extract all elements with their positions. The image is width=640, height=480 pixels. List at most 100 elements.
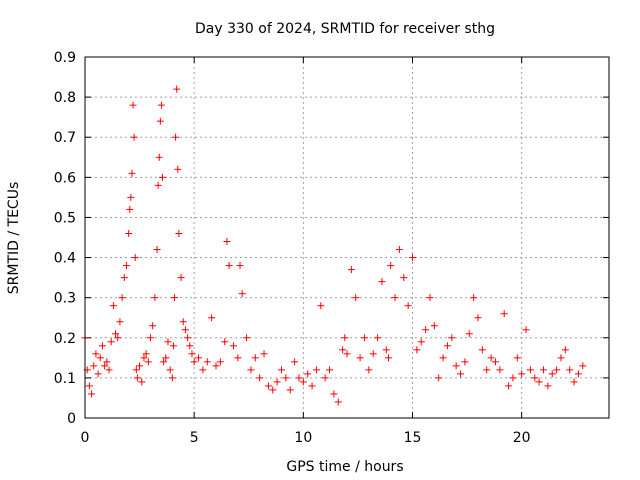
data-point (127, 193, 135, 201)
data-point (264, 382, 272, 390)
y-tick-label: 0.9 (54, 50, 76, 66)
data-point (273, 378, 281, 386)
data-point (216, 358, 224, 366)
data-point (356, 354, 364, 362)
data-point (144, 358, 152, 366)
data-point (269, 386, 277, 394)
data-point (518, 370, 526, 378)
data-point (282, 374, 290, 382)
data-point (166, 366, 174, 374)
data-point (98, 342, 106, 350)
data-point (151, 294, 159, 302)
data-point (360, 334, 368, 342)
data-point (430, 322, 438, 330)
data-point (157, 101, 165, 109)
data-point (317, 302, 325, 310)
data-point (112, 330, 120, 338)
data-point (491, 358, 499, 366)
data-point (212, 362, 220, 370)
data-point (109, 302, 117, 310)
y-tick-label: 0 (67, 411, 76, 427)
x-tick-label: 20 (513, 430, 531, 446)
data-point (114, 334, 122, 342)
data-point (448, 334, 456, 342)
data-point (299, 378, 307, 386)
data-point (308, 382, 316, 390)
data-point (452, 362, 460, 370)
data-point (422, 326, 430, 334)
data-point (128, 169, 136, 177)
data-point (159, 173, 167, 181)
data-point (223, 238, 231, 246)
data-point (326, 366, 334, 374)
data-point (221, 338, 229, 346)
data-point (461, 358, 469, 366)
data-point (131, 254, 139, 262)
data-point (574, 370, 582, 378)
data-point (384, 354, 392, 362)
data-point (174, 165, 182, 173)
data-point (540, 366, 547, 374)
data-point (103, 358, 111, 366)
data-point (378, 278, 386, 286)
data-point (387, 262, 395, 270)
data-point (160, 358, 168, 366)
data-point (247, 366, 255, 374)
data-point (286, 386, 294, 394)
data-point (334, 398, 342, 406)
data-point (330, 390, 338, 398)
x-tick-label: 15 (404, 430, 422, 446)
data-point (173, 85, 181, 93)
y-tick-label: 0.3 (54, 291, 76, 307)
data-points (81, 85, 587, 406)
data-point (291, 358, 299, 366)
data-point (522, 326, 530, 334)
data-point (149, 322, 157, 330)
data-point (118, 294, 126, 302)
data-point (203, 358, 211, 366)
data-point (487, 354, 495, 362)
x-axis-label: GPS time / hours (286, 459, 403, 475)
data-point (181, 326, 189, 334)
data-point (186, 342, 194, 350)
data-point (579, 362, 587, 370)
data-point (251, 354, 259, 362)
data-point (243, 334, 251, 342)
data-point (177, 274, 185, 282)
data-point (225, 262, 233, 270)
data-point (391, 294, 399, 302)
data-point (90, 362, 98, 370)
data-point (142, 350, 150, 358)
data-point (343, 350, 351, 358)
data-point (443, 342, 451, 350)
data-point (154, 181, 162, 189)
data-point (304, 370, 312, 378)
data-point (278, 366, 285, 374)
data-point (341, 334, 349, 342)
data-point (94, 370, 102, 378)
data-point (190, 358, 198, 366)
data-point (129, 101, 137, 109)
data-point (238, 290, 246, 298)
data-point (126, 205, 134, 213)
data-point (509, 374, 517, 382)
data-point (369, 350, 377, 358)
data-point (312, 366, 320, 374)
y-tick-label: 0.7 (54, 130, 76, 146)
data-point (561, 346, 569, 354)
data-point (132, 366, 140, 374)
data-point (321, 374, 329, 382)
data-point (483, 366, 491, 374)
data-point (208, 314, 216, 322)
y-tick-label: 0.2 (54, 331, 76, 347)
data-point (566, 366, 574, 374)
data-point (413, 346, 421, 354)
x-tick-label: 5 (190, 430, 199, 446)
data-point (457, 370, 465, 378)
data-point (184, 334, 192, 342)
data-point (155, 153, 163, 161)
data-point (116, 318, 124, 326)
data-point (130, 133, 138, 141)
data-point (365, 366, 373, 374)
